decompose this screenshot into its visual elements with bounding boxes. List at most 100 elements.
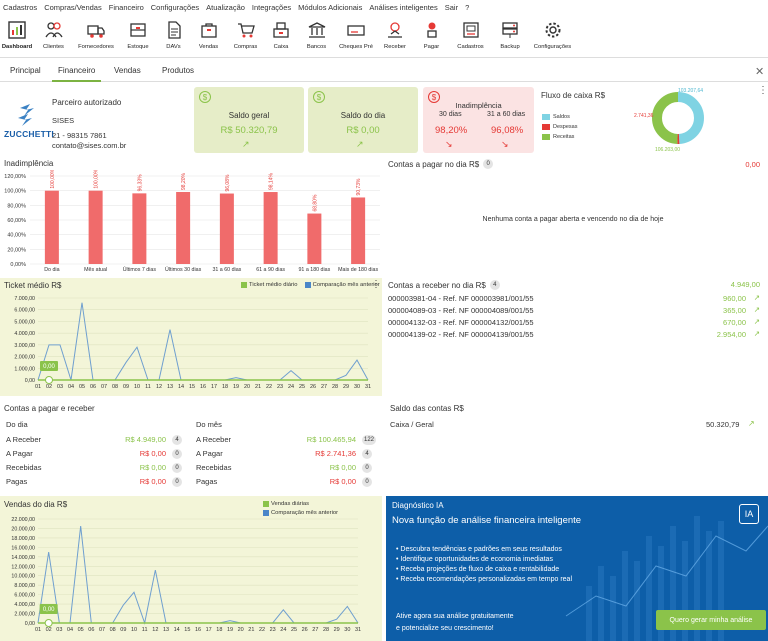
pr-label: A Pagar [6,449,33,458]
toolbar-label: Vendas [198,44,219,50]
x-tick-label: 14 [174,627,180,633]
toolbar-cheques-pr-[interactable]: Cheques Pré [335,14,377,58]
partner-panel: ZUCCHETTI Parceiro autorizado SISES 21 -… [0,88,190,158]
ia-bullet-text: Receba projeções de fluxo de caixa e ren… [400,566,560,573]
toolbar-bancos[interactable]: Bancos [298,14,335,58]
pay-icon [426,22,437,38]
x-tick-label: 10 [131,627,137,633]
tab-produtos[interactable]: Produtos [162,66,195,75]
more-options-icon[interactable]: ⋮ [371,279,381,290]
y-tick-label: 4.000,00 [14,331,35,337]
toolbar-pagar[interactable]: Pagar [413,14,450,58]
backup-icon [502,22,518,38]
menu-item-3[interactable]: Configurações [150,2,200,12]
donut-despesas [652,92,704,144]
x-tick-label: 30 [354,384,360,390]
saldo-geral-value: R$ 50.320,79 [220,125,278,136]
pr-label: A Receber [6,435,42,444]
saldo-dia-value: R$ 0,00 [346,125,380,136]
bank-icon [308,22,325,38]
partner-title: Parceiro autorizado [52,98,122,107]
contas-receber-dia-total: 4.949,00 [730,280,760,289]
toolbar-clientes[interactable]: Clientes [34,14,73,58]
receivable-desc[interactable]: 000003981-04 - Ref. NF 000003981/001/55 [388,294,534,303]
toolbar-cadastros[interactable]: Cadastros [450,14,491,58]
menu-item-7[interactable]: Análises inteligentes [369,2,438,12]
close-icon[interactable]: ✕ [755,66,765,78]
x-tick-label: 02 [46,384,52,390]
toolbar-label: Backup [500,44,520,50]
toolbar-configura-es[interactable]: Configurações [529,14,576,58]
contas-pagar-dia-header: Contas a pagar no dia R$ 0 [388,159,494,169]
receivable-desc[interactable]: 000004089-03 - Ref. NF 000004089/001/55 [388,306,534,315]
vendas-line-chart: 22.000,00 20.000,00 18.000,00 16.000,00 14.0… [11,517,361,633]
menu-item-9[interactable]: ? [465,2,470,12]
register-icon [462,22,479,38]
menu-item-0[interactable]: Cadastros [3,2,38,12]
bullet-dot: • [396,546,401,553]
ia-headline: Nova função de análise financeira inteli… [392,515,582,526]
empty-message: Nenhuma conta a pagar aberta e vencendo … [482,216,664,223]
comparison-series-line [37,526,359,625]
tooltip-value: 0,00 [43,607,55,613]
bullet-dot: • [396,566,401,573]
toolbar-estoque[interactable]: Estoque [119,14,157,58]
toolbar-davs[interactable]: DAVs [157,14,190,58]
receivable-desc[interactable]: 000004132-03 - Ref. NF 000004132/001/55 [388,318,534,327]
toolbar-vendas[interactable]: Vendas [190,14,227,58]
x-tick-label: 22 [259,627,265,633]
x-tick-label: 24 [288,384,294,390]
x-tick-label: 07 [101,384,107,390]
tab-vendas[interactable]: Vendas [114,66,141,75]
menu-item-5[interactable]: Integrações [251,2,292,12]
more-options-icon[interactable]: ⋮ [758,85,768,96]
bar-value-label: 68,80% [312,194,318,212]
x-tick-label: 30 [344,627,350,633]
clients-icon [44,22,63,38]
partner-email[interactable]: contato@sises.com.br [52,141,127,150]
x-tick-label: 24 [280,627,286,633]
x-tick-label: Do dia [44,267,59,273]
y-tick-label: 40,00% [7,233,26,239]
x-tick-label: 02 [46,627,52,633]
x-tick-label: 08 [112,384,118,390]
toolbar-compras[interactable]: Compras [227,14,264,58]
receivable-desc[interactable]: 000004139-02 - Ref. NF 000004139/001/55 [388,330,534,339]
y-tick-label: 4.000,00 [14,602,35,608]
y-tick-label: 0,00 [25,378,35,384]
bar-value-label: 90,73% [356,178,362,196]
ia-bullet-text: Identifique oportunidades de economia im… [400,556,553,563]
toolbar-receber[interactable]: Receber [377,14,413,58]
diagnostico-ia-panel: Diagnóstico IA Nova função de análise fi… [386,496,768,641]
tab-principal[interactable]: Principal [10,66,41,75]
pr-count-badge: 0 [362,477,372,487]
y-tick-label: 0,00 [25,621,35,627]
menu-item-8[interactable]: Sair [444,2,459,12]
fluxo-title: Fluxo de caixa R$ [541,91,606,100]
x-tick-label: 12 [152,627,158,633]
toolbar-backup[interactable]: Backup [491,14,529,58]
generate-analysis-button[interactable]: Quero gerar minha análise [656,610,766,630]
menu-item-4[interactable]: Atualização [206,2,245,12]
receivable-value: 670,00 [723,318,746,327]
x-tick-label: 09 [120,627,126,633]
ia-icon: IA [739,504,759,524]
toolbar-fornecedores[interactable]: Fornecedores [73,14,119,58]
menu-item-2[interactable]: Financeiro [108,2,144,12]
tab-financeiro[interactable]: Financeiro [52,66,102,82]
donut-label-top: 103.207,64 [678,88,704,94]
menu-item-1[interactable]: Compras/Vendas [44,2,102,12]
toolbar-caixa[interactable]: Caixa [264,14,298,58]
x-tick-label: 15 [184,627,190,633]
x-tick-label: 17 [211,384,217,390]
suppliers-icon [87,25,105,38]
ia-bullet: • Receba recomendações personalizadas em… [396,576,572,583]
x-tick-label: 27 [312,627,318,633]
stock-icon [130,23,146,37]
trend-down-icon: ↘ [501,139,509,149]
toolbar-dashboard[interactable]: Dashboard [0,14,34,58]
contas-pagar-dia-panel: Contas a pagar no dia R$ 0 0,00 Nenhuma … [388,158,768,276]
contas-pagar-dia-total: 0,00 [745,160,760,169]
menu-item-6[interactable]: Módulos Adicionais [298,2,363,12]
toolbar-label: Compras [233,44,258,50]
